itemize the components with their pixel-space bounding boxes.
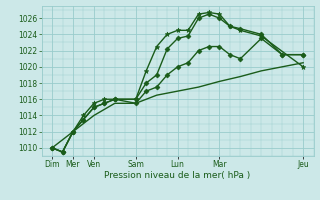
X-axis label: Pression niveau de la mer( hPa ): Pression niveau de la mer( hPa ) [104,171,251,180]
